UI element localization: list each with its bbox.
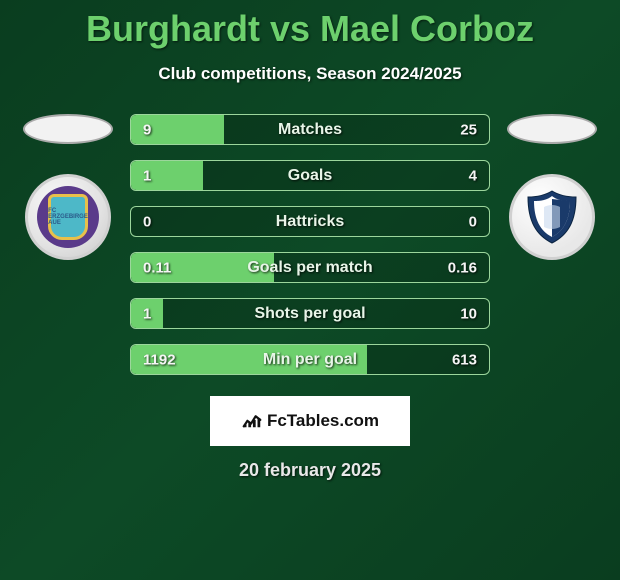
stat-label: Min per goal	[263, 351, 357, 369]
stat-value-right: 613	[452, 351, 477, 368]
left-side: FCERZGEBIRGEAUE	[18, 114, 118, 260]
team-left-logo: FCERZGEBIRGEAUE	[25, 174, 111, 260]
player-right-placeholder	[507, 114, 597, 144]
stat-value-left: 1192	[143, 351, 176, 368]
stat-fill-left	[131, 161, 203, 190]
stat-row: 0 Hattricks 0	[130, 206, 490, 237]
stat-row: 0.11 Goals per match 0.16	[130, 252, 490, 283]
brand-box: FcTables.com	[210, 396, 410, 446]
stat-label: Hattricks	[276, 213, 344, 231]
stat-value-right: 0	[469, 213, 477, 230]
comparison-panel: FCERZGEBIRGEAUE 9 Matches 25 1 Goals 4 0 Hattri…	[0, 114, 620, 390]
page-title: Burghardt vs Mael Corboz	[0, 0, 620, 50]
stat-row: 9 Matches 25	[130, 114, 490, 145]
stat-value-right: 0.16	[448, 259, 477, 276]
stat-value-left: 0.11	[143, 259, 171, 276]
stat-value-right: 4	[469, 167, 477, 184]
stat-value-right: 25	[460, 121, 477, 138]
stat-label: Matches	[278, 121, 342, 139]
stat-row: 1192 Min per goal 613	[130, 344, 490, 375]
brand-text: FcTables.com	[267, 411, 379, 431]
date-text: 20 february 2025	[0, 460, 620, 481]
stat-value-right: 10	[460, 305, 477, 322]
stat-value-left: 9	[143, 121, 151, 138]
stat-value-left: 1	[143, 305, 151, 322]
stat-value-left: 1	[143, 167, 151, 184]
stat-row: 1 Goals 4	[130, 160, 490, 191]
stat-label: Shots per goal	[254, 305, 365, 323]
chart-icon	[241, 408, 263, 435]
stat-label: Goals per match	[247, 259, 372, 277]
stat-row: 1 Shots per goal 10	[130, 298, 490, 329]
stat-value-left: 0	[143, 213, 151, 230]
player-left-placeholder	[23, 114, 113, 144]
subtitle: Club competitions, Season 2024/2025	[0, 64, 620, 84]
stats-bars: 9 Matches 25 1 Goals 4 0 Hattricks 0 0.11 Goals pe…	[118, 114, 502, 390]
team-right-logo	[509, 174, 595, 260]
right-side	[502, 114, 602, 260]
stat-label: Goals	[288, 167, 332, 185]
